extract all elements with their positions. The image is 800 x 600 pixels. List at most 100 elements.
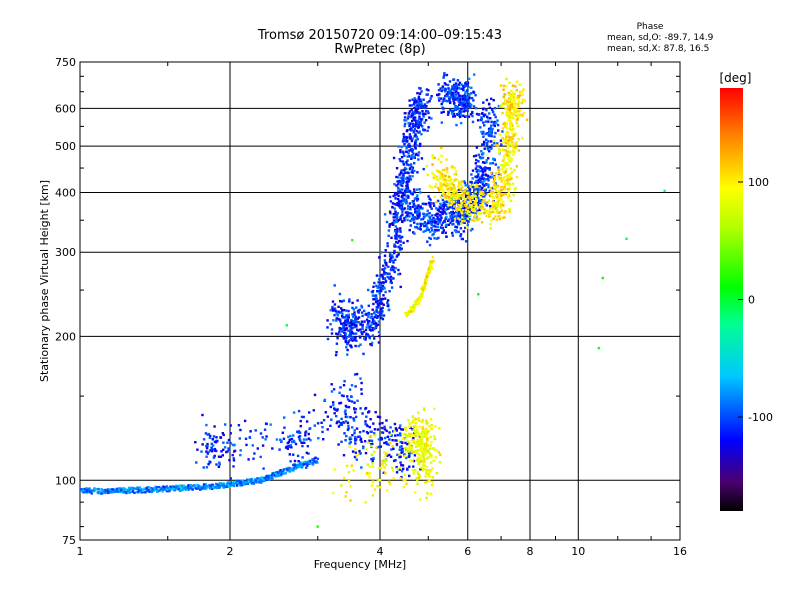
data-point-f1 [403,124,406,128]
data-point-f1 [389,275,393,279]
data-point-f2-o [420,222,423,226]
data-point-e-trace [187,488,190,491]
data-point-es [294,442,298,446]
data-point-f2-o [464,84,467,87]
data-point-f1 [342,308,345,312]
data-point-f1 [365,318,369,321]
data-point-e-trace [84,490,87,494]
data-point-f2-o [477,179,480,182]
data-point-es [355,458,358,461]
data-point-f2-o [419,226,422,229]
data-point-es-x [406,447,410,450]
data-point-es [227,447,230,450]
data-point-f2-o [442,88,445,91]
data-point-es [348,438,352,441]
data-point-f2-x [442,190,445,193]
data-point-es [363,440,367,443]
data-point-f2-x [514,145,517,148]
data-point-f2-o [423,216,426,219]
data-point-es-x [427,469,430,472]
data-point-f2-o [473,189,476,192]
data-point-f2-o [488,112,491,115]
data-point-es-x [424,453,427,456]
data-point-es-x [416,440,419,444]
data-point-f2-o [395,213,398,216]
data-point-f2-o [489,175,492,179]
data-point-e-trace [99,490,102,494]
data-point-f1 [397,191,400,195]
data-point-f2-x [508,210,511,213]
data-point-f2-x [501,167,504,170]
data-point-f1 [403,142,406,146]
data-point-e-trace [125,491,128,495]
data-point-f1 [416,119,419,123]
data-point-f2-o [435,229,438,232]
data-point-e-trace [85,491,89,494]
data-point-f2-x [512,113,516,116]
data-point-f2-x [451,165,454,168]
data-point-es-x [391,466,394,470]
data-point-es [247,458,250,461]
data-point-f1 [350,336,354,339]
data-point-f1 [401,178,404,181]
data-point-f2-x [517,110,520,113]
data-point-e-trace [189,484,193,487]
data-point-f2-x [457,203,460,207]
data-point-f1 [424,109,428,113]
data-point-noise [351,238,354,242]
data-point-f2-x [513,188,516,191]
data-point-f2-o [428,203,431,207]
data-point-f2-o [462,85,465,88]
data-point-f2-o [485,108,488,112]
data-point-f1 [379,299,382,302]
data-point-es [398,426,401,430]
data-point-es [288,453,291,456]
data-point-f1 [336,314,339,317]
data-point-f2-o [478,180,482,183]
data-point-f2-x [461,216,464,219]
data-point-es-x [402,485,406,489]
data-point-f2-o [454,85,457,88]
data-point-f2-o [493,135,496,138]
data-point-es [400,445,403,448]
data-point-f2-x [511,182,515,185]
data-point-f1 [402,161,405,165]
data-point-e-trace [228,484,231,487]
data-point-e-trace [168,489,171,493]
data-point-f2-x [490,171,493,174]
data-point-f2-x [455,178,458,181]
data-point-e-trace [294,467,298,470]
data-point-es [408,474,411,478]
data-point-f1 [361,323,364,326]
data-point-f1 [387,304,390,308]
data-point-e-trace [127,486,131,490]
data-point-f2-o [477,113,480,116]
data-point-f1 [351,313,354,316]
data-point-f2-x [500,202,503,205]
data-point-f1 [411,122,415,126]
data-point-f2-x [503,179,507,182]
data-point-f2-o [468,188,472,191]
data-point-f2-o [474,154,478,157]
data-point-f2-o [473,187,476,190]
data-point-f2-x [469,205,473,209]
data-point-f2-o [414,225,417,229]
data-point-f1 [402,135,406,138]
data-point-f2-o [477,201,480,204]
data-point-f2-o [446,91,450,94]
data-point-f2-o [472,90,475,93]
data-point-f1 [340,311,343,314]
data-point-e-trace [153,486,156,490]
data-point-f1 [388,308,391,311]
data-point-f1 [429,97,432,100]
data-point-f2-x [487,199,491,202]
data-point-es [205,455,208,458]
data-point-f1 [402,152,405,155]
data-point-f2-x [504,168,507,171]
data-point-f2-x [466,212,469,215]
data-point-f2-o [474,94,477,97]
data-point-f1 [399,159,402,163]
data-point-e-trace [145,489,148,492]
data-point-es [209,449,212,452]
data-point-f1-x [407,312,410,316]
